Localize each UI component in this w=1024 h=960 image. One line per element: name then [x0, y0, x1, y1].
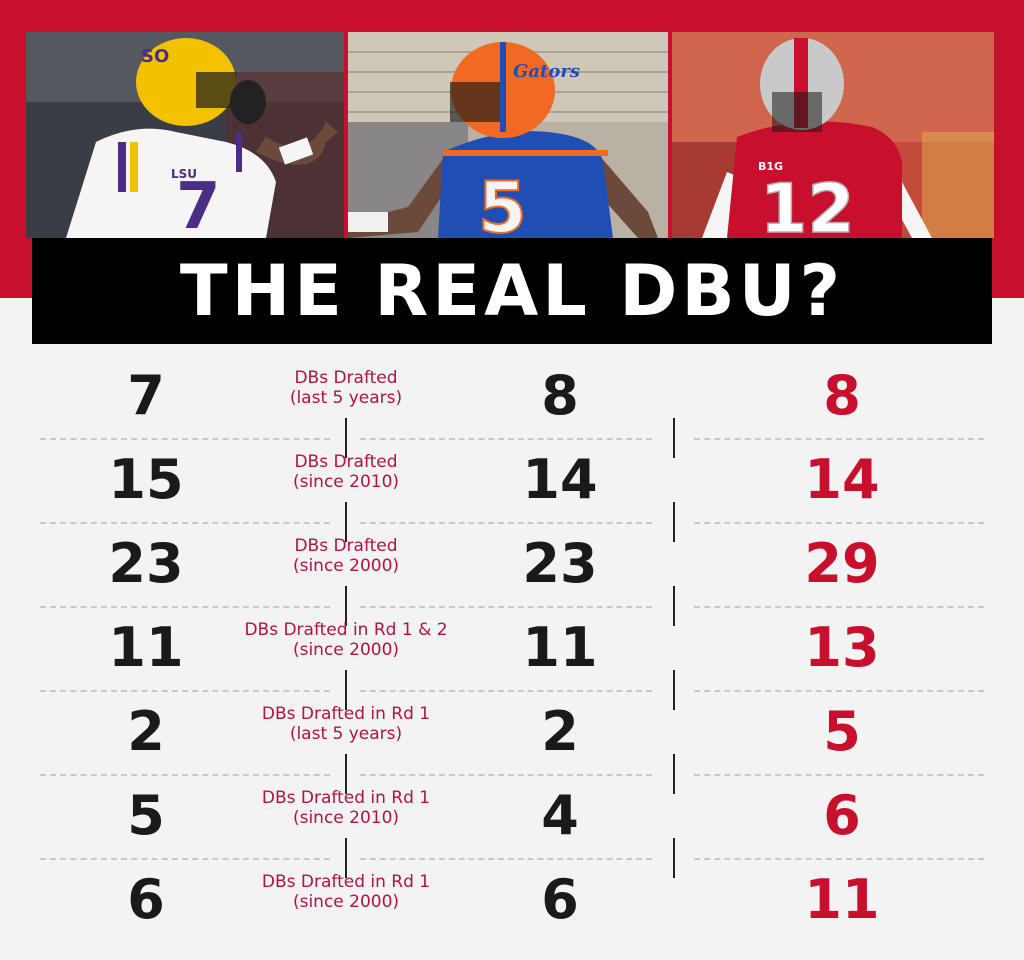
row-divider: [360, 774, 652, 776]
stat-label-line: DBs Drafted in Rd 1: [261, 788, 431, 808]
row-divider: [694, 438, 984, 440]
ohio-state-value: 8: [823, 364, 861, 427]
lsu-chest-text: LSU: [171, 167, 197, 181]
page-title: THE REAL DBU?: [179, 250, 845, 332]
stat-label: DBs Drafted (since 2000): [216, 536, 476, 576]
row-divider: [694, 774, 984, 776]
row-divider: [360, 690, 652, 692]
stat-label-line: DBs Drafted: [294, 452, 398, 472]
stat-label: DBs Drafted in Rd 1 (since 2000): [216, 872, 476, 912]
stat-label-period: (since 2010): [292, 472, 400, 492]
center-separator: [345, 838, 347, 878]
florida-value: 11: [522, 616, 598, 679]
stat-row: 15 DBs Drafted (since 2010) 14 14: [0, 440, 1024, 526]
stat-row: 6 DBs Drafted in Rd 1 (since 2000) 6 11: [0, 860, 1024, 946]
row-divider: [360, 522, 652, 524]
lsu-jersey-number: 7: [176, 170, 221, 238]
lsu-value: 5: [127, 784, 165, 847]
row-divider: [694, 522, 984, 524]
stat-row: 11 DBs Drafted in Rd 1 & 2 (since 2000) 1…: [0, 608, 1024, 694]
stat-row: 23 DBs Drafted (since 2000) 23 29: [0, 524, 1024, 610]
ohio-state-value: 6: [823, 784, 861, 847]
stat-label-period: (last 5 years): [289, 388, 403, 408]
right-separator: [673, 754, 675, 794]
right-separator: [673, 418, 675, 458]
center-separator: [345, 754, 347, 794]
stat-row: 5 DBs Drafted in Rd 1 (since 2010) 4 6: [0, 776, 1024, 862]
right-separator: [673, 502, 675, 542]
ohio-state-jersey-number: 12: [760, 170, 855, 238]
center-separator: [345, 502, 347, 542]
row-divider: [40, 606, 330, 608]
florida-value: 14: [522, 448, 598, 511]
lsu-value: 6: [127, 868, 165, 931]
florida-value: 2: [541, 700, 579, 763]
stat-label: DBs Drafted (last 5 years): [216, 368, 476, 408]
stat-label: DBs Drafted in Rd 1 (since 2010): [216, 788, 476, 828]
florida-value: 6: [541, 868, 579, 931]
stat-label-line: DBs Drafted in Rd 1: [261, 872, 431, 892]
stat-label: DBs Drafted (since 2010): [216, 452, 476, 492]
row-divider: [694, 606, 984, 608]
lsu-value: 11: [108, 616, 184, 679]
ohio-state-value: 11: [804, 868, 880, 931]
row-divider: [40, 774, 330, 776]
stat-label-period: (last 5 years): [289, 724, 403, 744]
ohio-state-value: 14: [804, 448, 880, 511]
lsu-player-photo: SO 7 LSU: [26, 32, 344, 238]
row-divider: [360, 606, 652, 608]
lsu-helmet-text: SO: [141, 46, 169, 67]
center-separator: [345, 670, 347, 710]
center-separator: [345, 418, 347, 458]
right-separator: [673, 838, 675, 878]
stat-label: DBs Drafted in Rd 1 (last 5 years): [216, 704, 476, 744]
title-bar: THE REAL DBU?: [32, 238, 992, 344]
row-divider: [40, 690, 330, 692]
row-divider: [694, 858, 984, 860]
stat-label-period: (since 2010): [292, 808, 400, 828]
stat-label-period: (since 2000): [292, 892, 400, 912]
ohio-state-player-photo: 12 B1G: [672, 32, 994, 238]
ohio-state-value: 5: [823, 700, 861, 763]
row-divider: [40, 438, 330, 440]
stat-label-line: DBs Drafted: [294, 536, 398, 556]
stats-table: 7 DBs Drafted (last 5 years) 8 8 15 DBs D…: [0, 356, 1024, 956]
ohio-state-chest-text: B1G: [758, 160, 783, 173]
lsu-value: 7: [127, 364, 165, 427]
stat-row: 7 DBs Drafted (last 5 years) 8 8: [0, 356, 1024, 442]
right-separator: [673, 586, 675, 626]
stat-label-period: (since 2000): [292, 640, 400, 660]
stat-label-period: (since 2000): [292, 556, 400, 576]
lsu-value: 15: [108, 448, 184, 511]
row-divider: [360, 438, 652, 440]
florida-value: 23: [522, 532, 598, 595]
stat-row: 2 DBs Drafted in Rd 1 (last 5 years) 2 5: [0, 692, 1024, 778]
row-divider: [694, 690, 984, 692]
florida-jersey-number: 5: [478, 167, 527, 238]
ohio-state-value: 29: [804, 532, 880, 595]
stat-label: DBs Drafted in Rd 1 & 2 (since 2000): [216, 620, 476, 660]
florida-value: 4: [541, 784, 579, 847]
florida-value: 8: [541, 364, 579, 427]
center-separator: [345, 586, 347, 626]
lsu-value: 2: [127, 700, 165, 763]
stat-label-line: DBs Drafted: [294, 368, 398, 388]
right-separator: [673, 670, 675, 710]
row-divider: [360, 858, 652, 860]
row-divider: [40, 858, 330, 860]
stat-label-line: DBs Drafted in Rd 1 & 2: [244, 620, 448, 640]
ohio-state-value: 13: [804, 616, 880, 679]
row-divider: [40, 522, 330, 524]
florida-player-photo: 5 Gators: [348, 32, 668, 238]
florida-helmet-text: Gators: [513, 61, 580, 82]
lsu-value: 23: [108, 532, 184, 595]
stat-label-line: DBs Drafted in Rd 1: [261, 704, 431, 724]
